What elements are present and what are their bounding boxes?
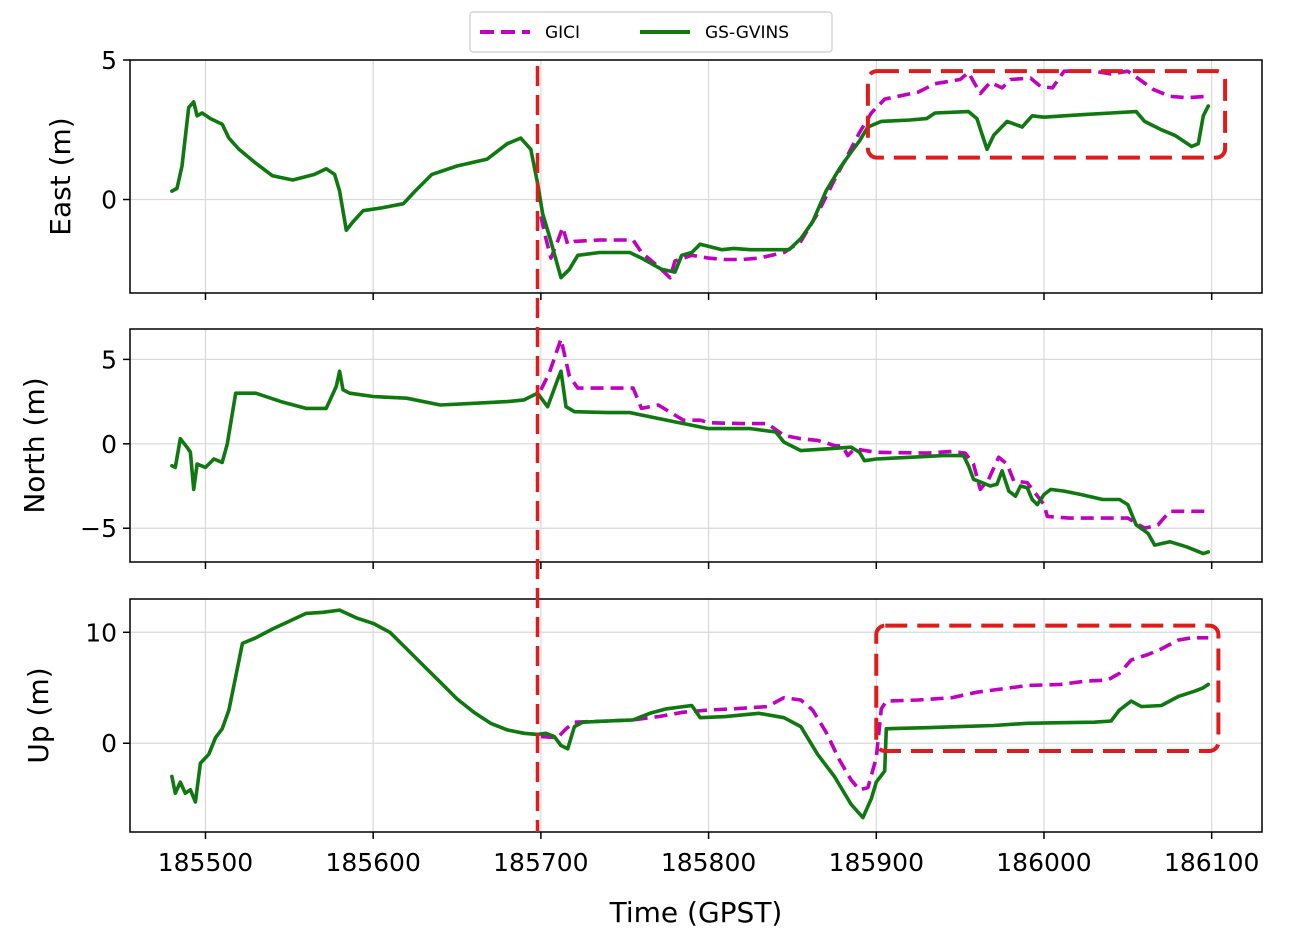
x-axis-label: Time (GPST) — [609, 896, 783, 929]
east-ylabel: East (m) — [44, 117, 77, 235]
east-ticks: 05 — [101, 46, 1213, 300]
subplot-up: 185500 185600 185700 185800 185900 186000 1861… — [22, 598, 1263, 877]
east-highlight-box — [865, 69, 1228, 160]
north-series-gs-gvins — [170, 369, 1211, 556]
up-series — [170, 608, 1211, 820]
north-grid — [130, 329, 1262, 562]
up-highlight-box — [874, 623, 1221, 754]
up-plot-frame — [129, 598, 1263, 833]
north-series-gici — [539, 337, 1209, 530]
up-series-gici — [540, 636, 1209, 792]
xtick-label: 186100 — [1164, 848, 1259, 877]
legend-label-gici: GICI — [545, 23, 580, 43]
north-series — [170, 337, 1211, 556]
xtick-label: 185600 — [325, 848, 420, 877]
legend: GICI GS-GVINS — [469, 11, 833, 53]
up-ytick-label: 10 — [85, 618, 117, 647]
north-ylabel: North (m) — [18, 377, 51, 513]
north-ytick-label: 5 — [101, 345, 117, 374]
xtick-label: 185900 — [829, 848, 924, 877]
xtick-label: 185500 — [158, 848, 253, 877]
up-ylabel: Up (m) — [22, 667, 55, 763]
subplot-east: 05 East (m) — [44, 46, 1263, 300]
east-series-gs-gvins — [170, 100, 1211, 280]
xtick-label: 185700 — [493, 848, 588, 877]
up-ticks: 185500 185600 185700 185800 185900 186000 1861… — [85, 618, 1259, 877]
east-highlight-rect — [865, 69, 1228, 160]
up-series-gs-gvins — [170, 608, 1211, 820]
east-series — [170, 69, 1211, 280]
east-ytick-label: 0 — [101, 186, 117, 215]
up-ytick-label: 0 — [101, 729, 117, 758]
up-grid — [130, 599, 1262, 832]
north-ytick-label: 0 — [101, 430, 117, 459]
east-plot-frame — [129, 59, 1263, 294]
north-plot-frame — [129, 328, 1263, 563]
subplot-north: −5 0 5 North (m) — [18, 328, 1263, 569]
east-series-gici — [539, 69, 1209, 280]
east-ytick-label: 5 — [101, 46, 117, 75]
xtick-label: 185800 — [661, 848, 756, 877]
xtick-label: 186000 — [996, 848, 1091, 877]
legend-label-gs-gvins: GS-GVINS — [705, 23, 789, 43]
up-highlight-rect — [874, 623, 1221, 754]
north-ticks: −5 0 5 — [80, 345, 1213, 569]
north-ytick-label: −5 — [80, 514, 117, 543]
